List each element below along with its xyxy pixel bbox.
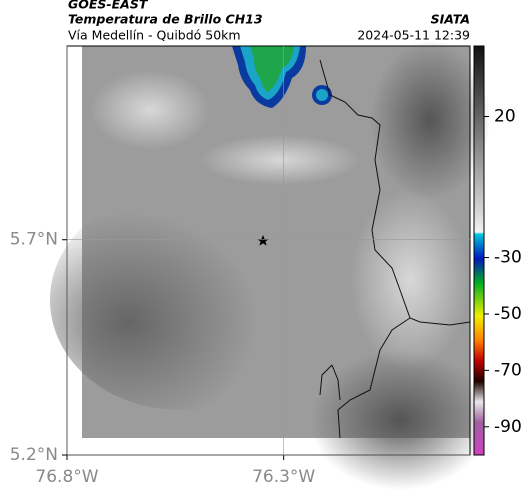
colorbar-tick-label: -90	[494, 417, 522, 437]
route: Vía Medellín - Quibdó 50km	[68, 28, 241, 43]
colorbar-tick-label: -50	[494, 304, 522, 324]
timestamp: 2024-05-11 12:39	[357, 28, 470, 43]
colorbar-tick-label: -70	[494, 360, 522, 380]
x-tick-label: 76.3°W	[252, 467, 315, 487]
satellite-image	[50, 40, 490, 490]
y-tick-label: 5.7°N	[10, 230, 58, 250]
colorbar	[473, 45, 485, 456]
colorbar-tick-label: -30	[494, 248, 522, 268]
y-tick-label: 5.2°N	[10, 445, 58, 465]
x-tick-label: 76.8°W	[35, 467, 98, 487]
colorbar-tick-label: 20	[494, 107, 516, 127]
product: Temperatura de Brillo CH13	[68, 12, 263, 27]
agency: SIATA	[431, 12, 470, 27]
source: GOES-EAST	[68, 0, 149, 12]
